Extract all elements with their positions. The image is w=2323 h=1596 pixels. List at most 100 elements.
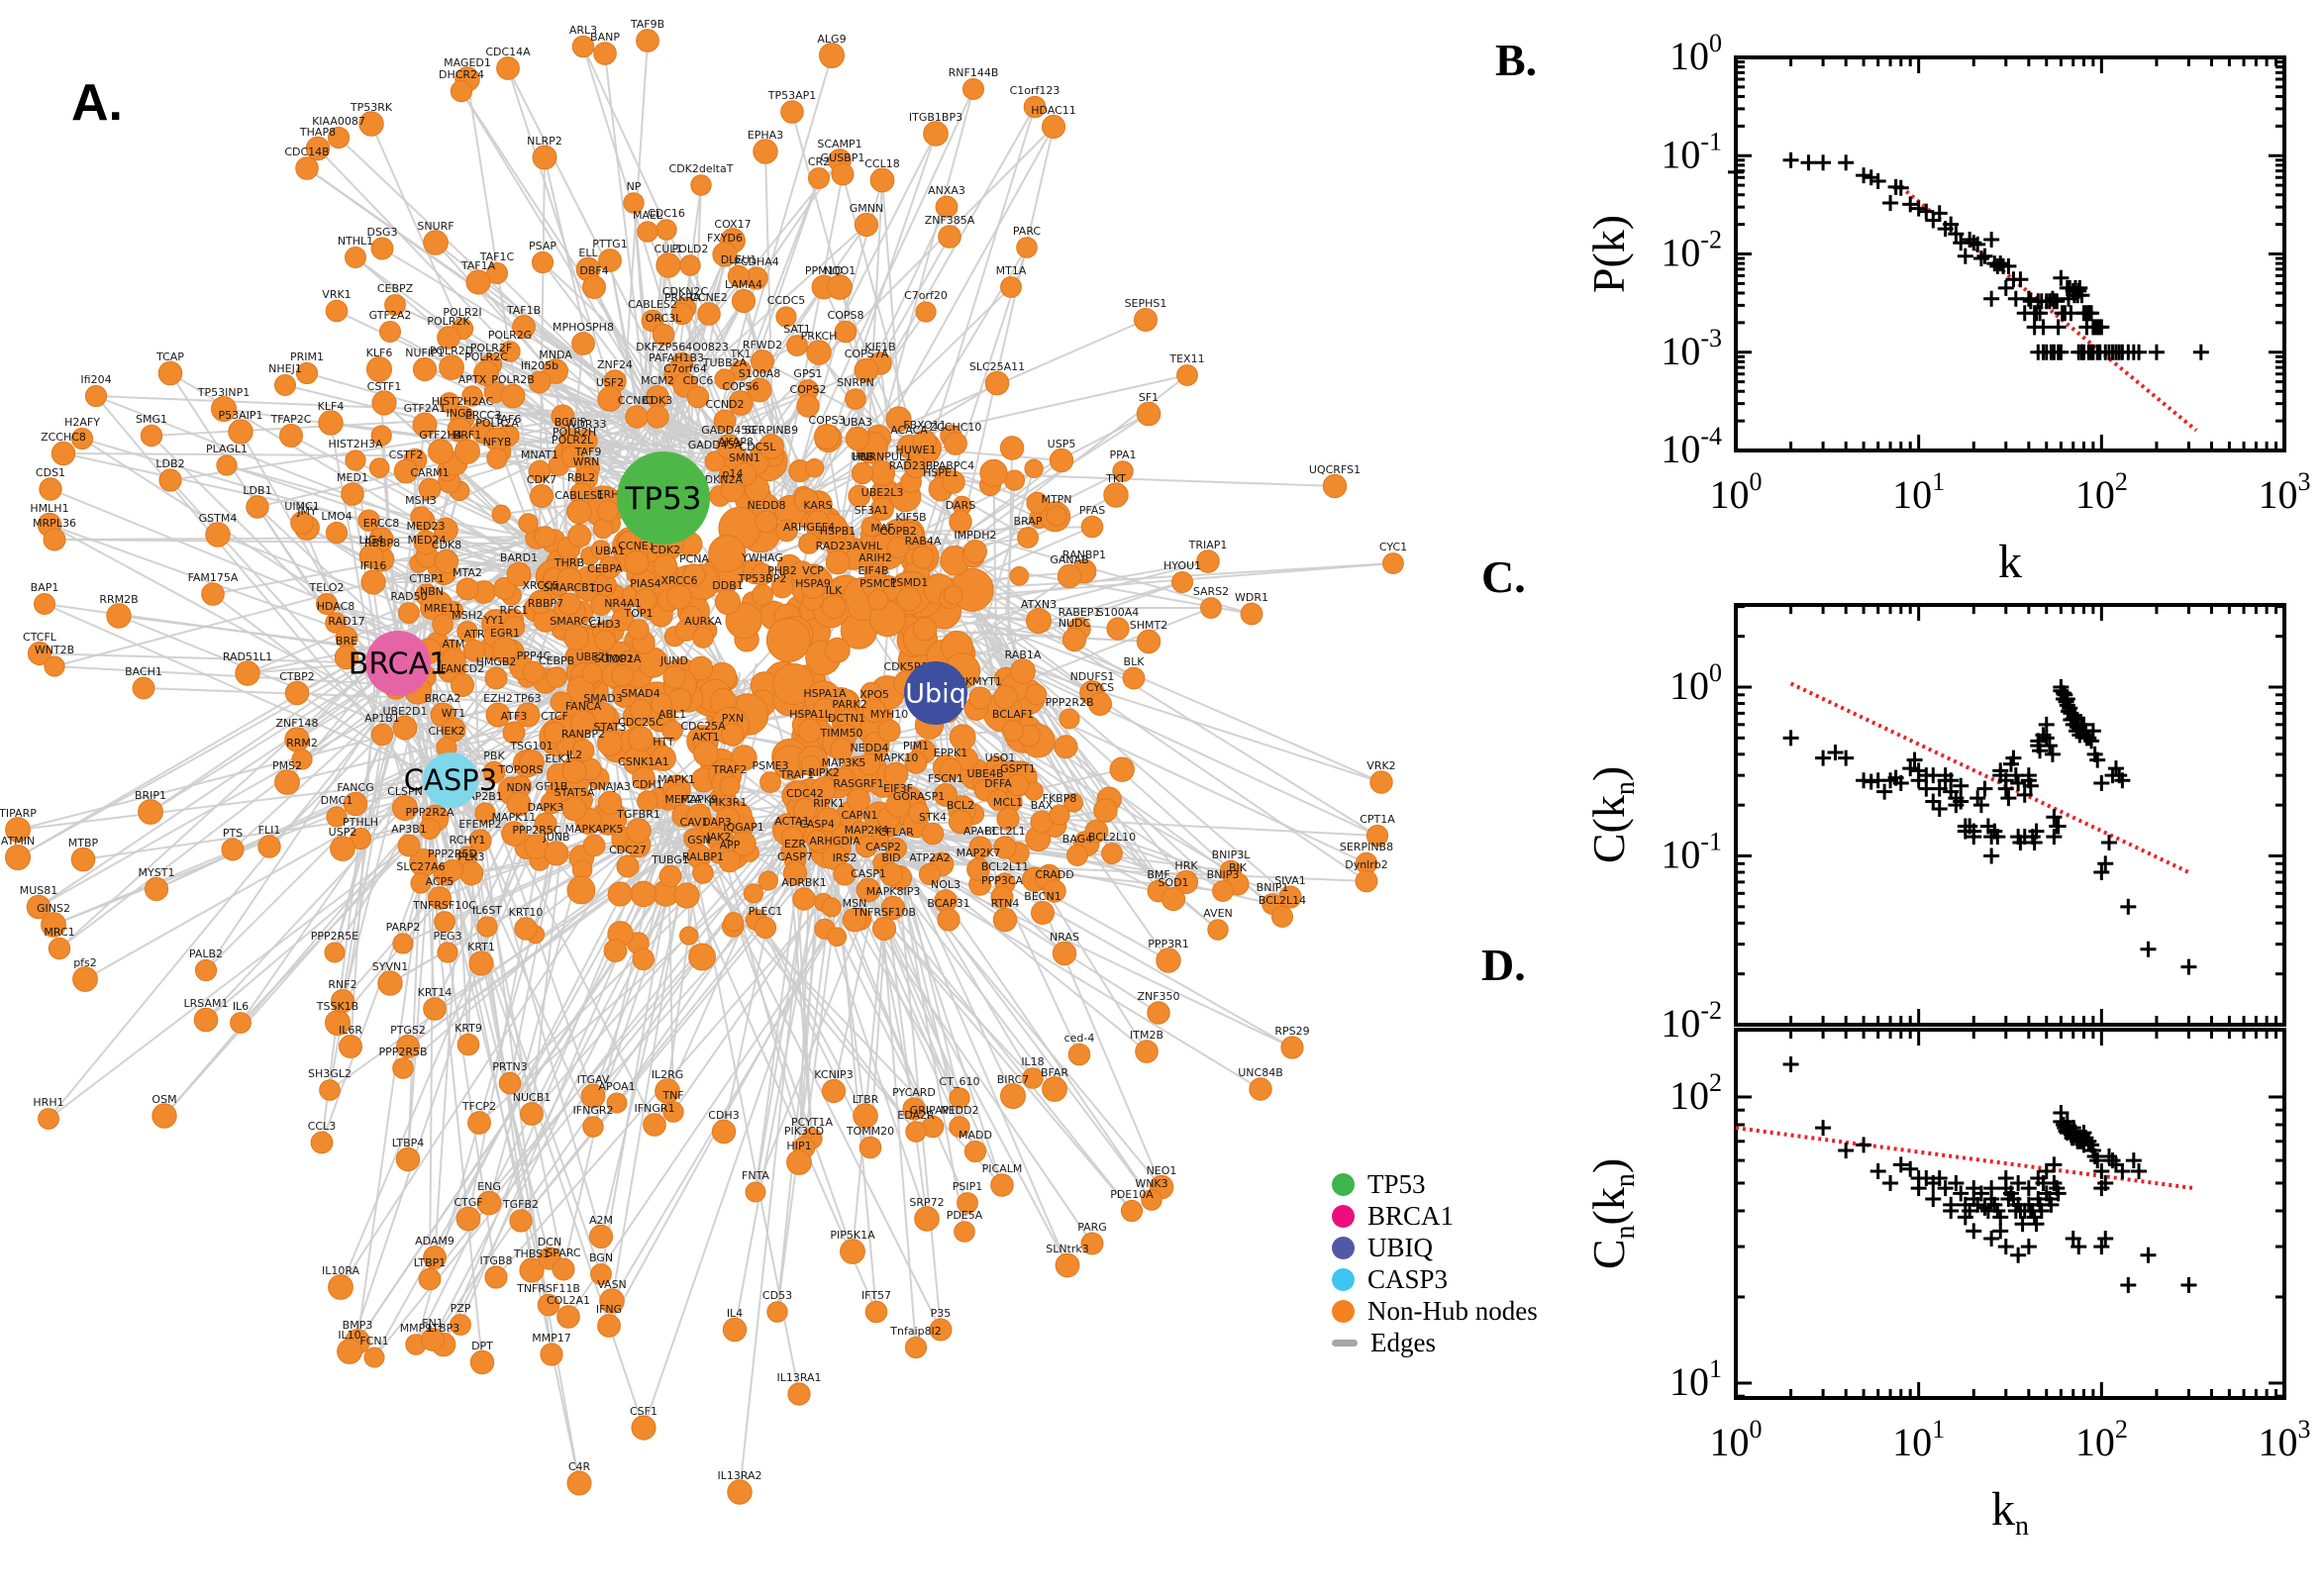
network-node <box>441 858 464 882</box>
network-node <box>410 506 432 528</box>
network-node <box>279 424 303 448</box>
network-node-label: S100A4 <box>1097 606 1140 619</box>
network-node-label: UBB <box>851 450 873 463</box>
plot-ticks <box>1734 1030 2286 1398</box>
network-edge <box>686 823 942 1331</box>
network-edge <box>687 832 800 1395</box>
network-node <box>34 593 55 615</box>
network-edge <box>415 826 674 1346</box>
network-edge <box>689 184 702 452</box>
network-node <box>563 625 589 650</box>
network-node <box>747 377 772 403</box>
network-node <box>454 439 480 464</box>
network-node-label: WNT2B <box>35 644 74 656</box>
network-node-label: SMG1 <box>136 413 167 426</box>
network-node <box>1147 1001 1170 1025</box>
network-edge <box>823 286 890 428</box>
network-node-label: IL10 <box>338 1329 360 1342</box>
y-axis-title: C(kn) <box>1583 766 1641 863</box>
network-node-label: UQCRFS1 <box>1309 463 1361 476</box>
network-node <box>814 424 840 449</box>
network-node-label: NUCB1 <box>513 1091 552 1104</box>
network-node-label: HMGB2 <box>476 655 517 668</box>
network-node <box>339 1035 362 1058</box>
network-node-label: OSM <box>152 1093 176 1106</box>
network-node-label: GTF2A1 <box>404 402 447 415</box>
network-node <box>1249 1077 1272 1101</box>
network-node-label: BNIP1 <box>1257 881 1289 894</box>
network-node-unlabeled <box>723 912 745 933</box>
network-node <box>1000 276 1022 298</box>
network-edge <box>609 398 719 455</box>
network-node <box>715 589 741 615</box>
network-node <box>957 1192 978 1214</box>
network-node <box>686 385 710 409</box>
network-node-label: ATF3 <box>501 710 528 723</box>
network-node-label: BRAP <box>1014 515 1043 528</box>
network-edge <box>710 362 881 438</box>
network-node <box>631 1415 656 1441</box>
network-node <box>984 370 1010 396</box>
network-edge <box>544 156 610 438</box>
network-node-label: EGR1 <box>490 627 520 640</box>
network-node <box>506 561 532 587</box>
network-node-label: ELL <box>578 247 598 259</box>
network-node-label: NHEJ1 <box>268 362 302 375</box>
network-node <box>646 405 669 429</box>
network-node <box>295 156 319 180</box>
network-node-label: KRT1 <box>467 941 495 953</box>
panel-c-label: C. <box>1481 551 1526 602</box>
network-node-unlabeled <box>1109 756 1135 782</box>
network-node <box>486 448 508 469</box>
network-node <box>628 619 650 641</box>
network-node <box>531 250 555 274</box>
network-edge <box>902 628 1150 643</box>
network-node-label: RASGRF1 <box>833 777 883 790</box>
network-node <box>1207 919 1229 941</box>
network-node-label: JUNB <box>542 831 569 844</box>
network-node <box>751 349 774 373</box>
network-node-label: MRC1 <box>44 926 74 939</box>
network-node-label: COPS2 <box>790 383 827 396</box>
network-edge <box>52 719 575 926</box>
network-node <box>1026 608 1052 634</box>
network-node <box>432 614 454 636</box>
network-node <box>954 1221 975 1243</box>
network-node-label: SF1 <box>1139 391 1159 404</box>
network-node-label: RAB4A <box>905 535 942 548</box>
network-node-label: PBK <box>483 749 505 762</box>
network-node <box>690 174 712 196</box>
network-node-unlabeled <box>632 948 656 971</box>
network-node <box>341 482 364 506</box>
network-node-label: TELO2 <box>308 581 344 594</box>
network-node-label: CTBP1 <box>409 572 445 585</box>
network-node-label: ADAM9 <box>415 1235 454 1247</box>
network-node-label: CFLAR <box>878 826 914 839</box>
network-node-unlabeled <box>979 458 1008 487</box>
network-node <box>662 1101 684 1123</box>
network-node-label: PIAS4 <box>630 577 660 590</box>
network-node <box>653 553 678 579</box>
network-edge <box>658 300 745 462</box>
network-node <box>666 584 692 610</box>
network-node-label: HDAC8 <box>317 600 355 613</box>
legend-label: CASP3 <box>1367 1263 1449 1294</box>
network-node <box>566 1470 592 1496</box>
network-node-label: MUS81 <box>20 884 58 897</box>
network-node-label: Ifi205b <box>521 359 558 372</box>
network-node <box>502 721 526 745</box>
network-node <box>327 126 351 150</box>
network-node <box>337 1339 362 1364</box>
network-edge <box>838 831 1293 1048</box>
legend-label: TP53 <box>1367 1168 1426 1199</box>
network-node-label: PPP3R1 <box>1148 938 1189 950</box>
network-node-label: P53AIP1 <box>218 409 262 422</box>
network-node <box>274 769 300 795</box>
network-node-unlabeled <box>993 684 1018 710</box>
network-node <box>670 302 694 326</box>
network-node-label: PPP2R5B <box>378 1046 427 1058</box>
network-node <box>556 1305 580 1329</box>
network-node <box>692 627 714 648</box>
network-node-label: AURKA <box>684 615 722 628</box>
network-node <box>1023 95 1047 119</box>
